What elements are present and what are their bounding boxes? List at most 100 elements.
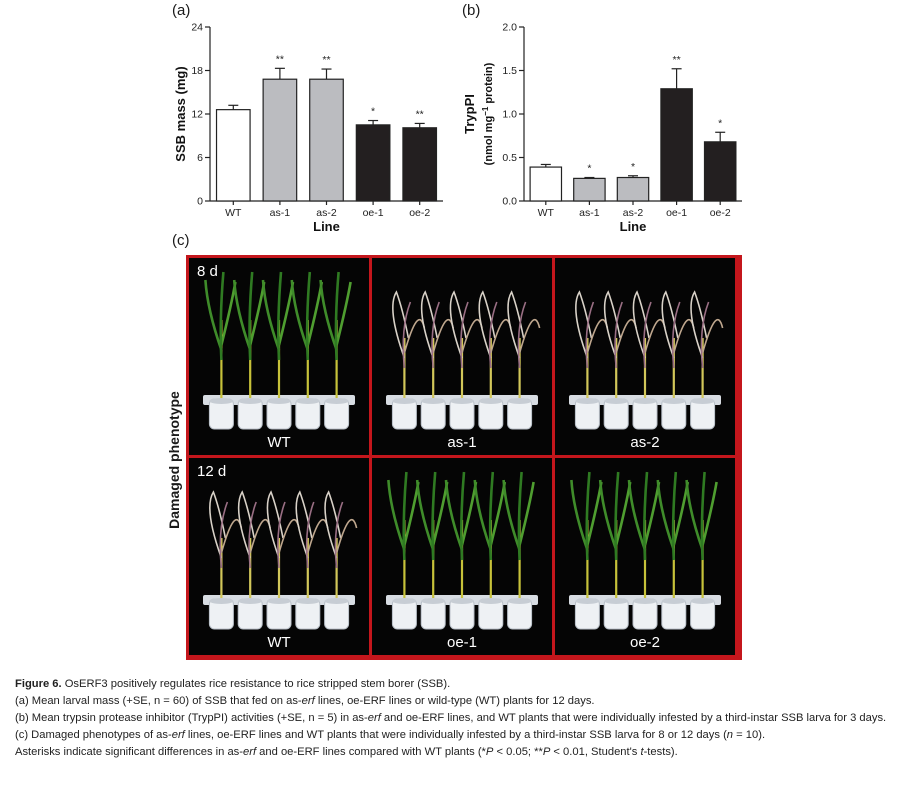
day-label: 12 d [197, 463, 227, 480]
caption-title: OsERF3 positively regulates rice resista… [64, 678, 451, 690]
leaf [598, 479, 618, 551]
chart-a-ssb-mass: 0 6 12 18 24 WT ** as-1 ** as-2 * oe-1 ** oe-2 Line SSB… [173, 22, 443, 234]
pot-rim [421, 598, 446, 604]
leaf [517, 471, 523, 561]
leaf [248, 501, 257, 569]
significance-mark: ** [322, 54, 330, 66]
significance-mark: * [587, 163, 591, 175]
x-tick-label: as-1 [579, 207, 600, 219]
leaf [570, 479, 589, 551]
significance-mark: * [631, 161, 635, 173]
pot-rim [392, 598, 417, 604]
pot-rim [238, 398, 263, 404]
bar-as-2 [309, 78, 344, 202]
chart-b-tryppi: 0.0 0.5 1.0 1.5 2.0 WT * as-1 * as-2 ** oe-1 * oe-2 Li… [462, 22, 742, 234]
plant-photo [203, 490, 358, 630]
pot-rim [633, 398, 657, 404]
x-tick-label: WT [538, 207, 555, 219]
plant-photo [569, 471, 721, 630]
leaf [219, 501, 229, 569]
x-tick-label: oe-2 [710, 207, 731, 219]
panel-b-letter: (b) [462, 2, 481, 19]
photo-cell: oe-2 [555, 458, 735, 655]
line-label: as-2 [630, 434, 660, 451]
day-label: 8 d [197, 263, 218, 280]
pot-rim [507, 398, 532, 404]
leaf [614, 481, 632, 546]
caption-title-line: Figure 6. OsERF3 positively regulates ri… [15, 676, 900, 693]
leaf [460, 481, 478, 546]
pot-rim [690, 398, 715, 404]
x-tick-label: as-2 [623, 207, 644, 219]
leaf [403, 481, 420, 546]
panel-a-letter: (a) [172, 2, 191, 19]
photo-cell: as-1 [372, 258, 552, 455]
leaf [656, 479, 676, 551]
leaf [643, 471, 649, 561]
y-tick-label: 0 [197, 196, 203, 208]
leaf [305, 271, 312, 361]
leaf [319, 279, 338, 351]
leaf [488, 471, 495, 561]
leaf [643, 481, 661, 546]
bar-WT [529, 166, 563, 202]
leaf [701, 318, 724, 354]
plant-photo [386, 290, 541, 430]
leaf [219, 271, 225, 361]
y-axis-title: SSB mass (mg) [173, 66, 188, 161]
leaf [460, 301, 469, 369]
leaf [248, 271, 254, 361]
pot-rim [295, 598, 320, 604]
leaf [290, 279, 310, 351]
bar-as-1 [573, 177, 606, 202]
significance-mark: * [371, 106, 375, 118]
leaf [277, 281, 295, 346]
leaf [700, 471, 706, 561]
pot-rim [450, 398, 474, 404]
leaf [402, 471, 408, 561]
damaged-phenotype-label: Damaged phenotype [166, 391, 182, 529]
leaf [488, 301, 498, 369]
y-axis-title-line1: TrypPI [462, 94, 477, 134]
pot-rim [604, 598, 629, 604]
significance-mark: * [718, 117, 722, 129]
photo-cell: 8 d WT [189, 258, 369, 455]
pot-rim [604, 398, 629, 404]
significance-mark: ** [276, 53, 284, 65]
line-label: WT [267, 634, 291, 651]
leaf [277, 501, 286, 569]
panel-c-letter: (c) [172, 232, 190, 249]
bar-WT [215, 109, 251, 202]
leaf [614, 471, 620, 561]
significance-mark: ** [416, 108, 424, 120]
leaf [672, 481, 690, 546]
pot-rim [209, 598, 234, 604]
x-tick-label: oe-2 [409, 207, 430, 219]
figure-caption: Figure 6. OsERF3 positively regulates ri… [15, 676, 900, 761]
pot-rim [267, 398, 291, 404]
y-tick-label: 2.0 [502, 22, 517, 34]
caption-line-b: (b) Mean trypsin protease inhibitor (Try… [15, 712, 887, 724]
pot-rim [324, 598, 349, 604]
leaf [248, 281, 266, 346]
x-tick-label: WT [225, 207, 242, 219]
leaf [614, 301, 623, 369]
y-tick-label: 6 [197, 152, 203, 164]
leaf [671, 471, 678, 561]
y-axis-title-line2: (nmol mg−1 protein) [481, 62, 495, 165]
pot-rim [295, 398, 320, 404]
x-tick-label: as-1 [270, 207, 291, 219]
leaf [627, 479, 647, 551]
leaf [232, 279, 252, 351]
leaf [502, 479, 521, 551]
leaf [415, 479, 435, 551]
leaf [700, 301, 710, 369]
pot-rim [209, 398, 234, 404]
leaf [261, 279, 281, 351]
bar-oe-1 [660, 88, 693, 202]
plant-photo [203, 271, 355, 430]
pot-rim [661, 598, 686, 604]
pot-rim [267, 598, 291, 604]
leaf [585, 471, 591, 561]
pot-rim [238, 598, 263, 604]
